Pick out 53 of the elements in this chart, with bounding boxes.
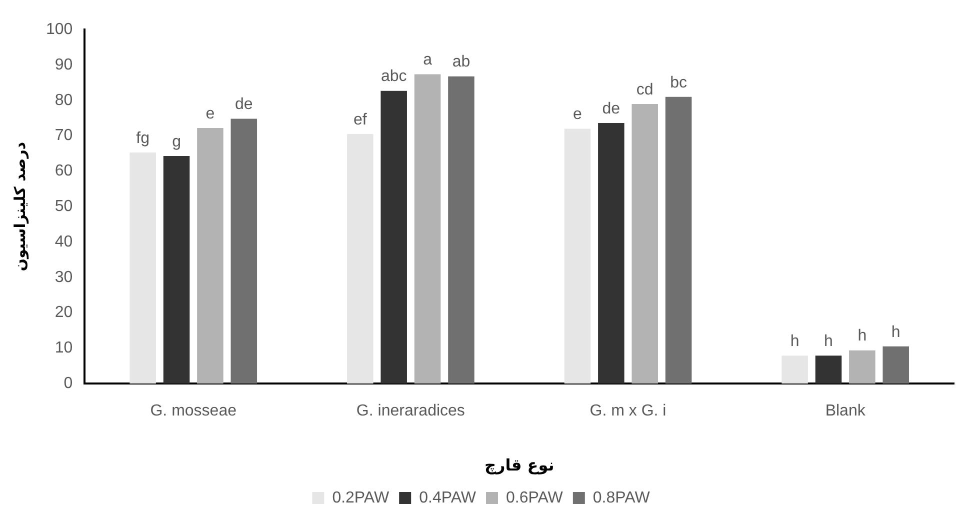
data-label: h: [891, 324, 900, 341]
bar: [130, 152, 156, 384]
legend-label: 0.8PAW: [592, 489, 651, 506]
bar: [347, 134, 374, 384]
bar: [782, 356, 808, 384]
y-tick-label: 40: [54, 233, 73, 250]
x-tick-label: G. mosseae: [150, 402, 237, 420]
y-tick-label: 100: [46, 21, 73, 38]
data-label: g: [172, 133, 181, 150]
y-tick-label: 0: [64, 375, 73, 392]
bar: [163, 156, 190, 384]
data-label: bc: [670, 74, 687, 92]
y-tick-label: 30: [54, 268, 73, 286]
bar: [665, 96, 692, 384]
data-label: ef: [353, 111, 368, 128]
bar: [414, 74, 441, 384]
y-tick-label: 90: [54, 56, 73, 74]
y-tick-label: 70: [54, 127, 73, 144]
data-label: ab: [452, 54, 470, 71]
data-label: a: [423, 52, 432, 69]
data-label: de: [602, 100, 620, 118]
x-axis-title: نوع قارچ: [484, 456, 554, 475]
data-label: e: [573, 106, 582, 124]
legend-label: 0.4PAW: [419, 489, 477, 506]
y-tick-label: 10: [54, 340, 73, 357]
y-tick-label: 80: [54, 92, 73, 109]
bar: [815, 356, 842, 384]
bar: [564, 128, 591, 384]
x-tick-label: G. ineraradices: [356, 402, 465, 420]
x-tick-label: Blank: [825, 402, 866, 420]
bar: [632, 104, 658, 384]
y-tick-label: 60: [54, 162, 73, 180]
bar: [849, 350, 876, 384]
bar: [598, 123, 624, 384]
y-tick-label: 50: [54, 198, 73, 216]
bar: [230, 118, 258, 384]
y-axis-title: درصد کلینزاسیون: [10, 142, 29, 272]
data-label: cd: [636, 81, 654, 98]
x-tick-label: G. m x G. i: [590, 402, 666, 420]
y-tick-label: 20: [54, 304, 73, 322]
bar: [882, 346, 910, 384]
bar: [448, 76, 474, 384]
bar: [197, 128, 224, 384]
data-label: h: [824, 333, 833, 350]
bar: [380, 90, 407, 384]
data-label: fg: [136, 130, 150, 147]
data-label: e: [206, 105, 215, 122]
data-label: h: [858, 328, 867, 345]
legend-label: 0.2PAW: [332, 489, 390, 506]
data-label: abc: [380, 68, 407, 86]
data-label: de: [234, 96, 253, 114]
legend-label: 0.6PAW: [506, 489, 564, 506]
data-label: h: [790, 333, 800, 350]
